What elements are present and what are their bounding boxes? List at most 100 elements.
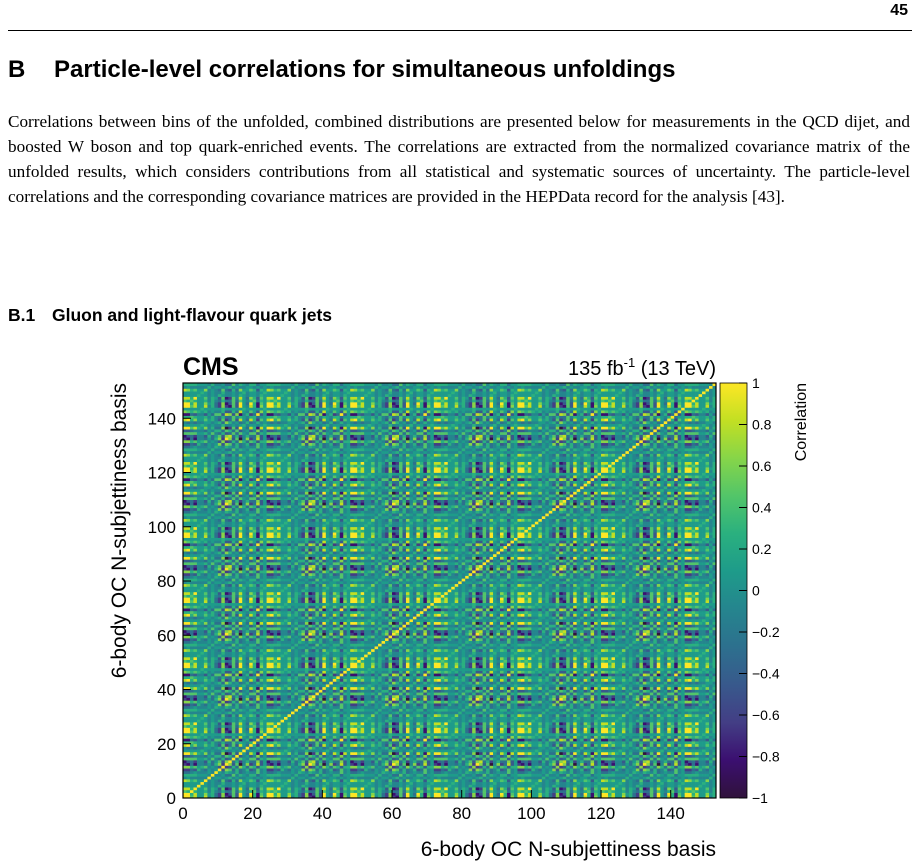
heatmap-cell (646, 795, 651, 799)
heatmap-cell (249, 732, 254, 736)
heatmap-cell (653, 724, 658, 728)
heatmap-cell (548, 749, 553, 753)
heatmap-cell (318, 757, 323, 761)
heatmap-cell (635, 722, 640, 726)
heatmap-cell (416, 762, 421, 766)
heatmap-cell (608, 735, 612, 739)
heatmap-cell (249, 741, 254, 745)
heatmap-cell (465, 789, 470, 793)
heatmap-cell (311, 773, 316, 777)
heatmap-cell (196, 751, 201, 755)
heatmap-cell (193, 757, 198, 761)
heatmap-cell (395, 768, 400, 772)
heatmap-cell (332, 765, 337, 769)
heatmap-cell (259, 784, 264, 788)
heatmap-cell (614, 722, 619, 726)
heatmap-cell (228, 708, 233, 712)
heatmap-cell (196, 757, 201, 761)
heatmap-cell (496, 754, 501, 758)
heatmap-cell (656, 746, 661, 750)
heatmap-cell (304, 792, 309, 796)
heatmap-cell (618, 781, 623, 785)
heatmap-cell (294, 765, 299, 769)
heatmap-cell (437, 746, 442, 750)
heatmap-cell (475, 757, 480, 761)
heatmap-cell (252, 768, 257, 772)
heatmap-cell (290, 743, 295, 747)
heatmap-cell (371, 738, 375, 742)
heatmap-cell (402, 760, 407, 764)
heatmap-cell (228, 713, 233, 717)
heatmap-cell (601, 719, 605, 723)
heatmap-cell (677, 735, 682, 739)
heatmap-cell (458, 792, 463, 796)
heatmap-cell (350, 708, 355, 712)
heatmap-cell (475, 787, 480, 791)
heatmap-cell (228, 762, 233, 766)
heatmap-cell (712, 784, 717, 788)
heatmap-cell (266, 781, 271, 785)
heatmap-cell (674, 738, 679, 742)
heatmap-cell (454, 741, 459, 745)
heatmap-cell (183, 730, 187, 734)
heatmap-cell (611, 743, 616, 747)
heatmap-cell (674, 719, 679, 723)
heatmap-cell (378, 738, 382, 742)
heatmap-cell (433, 765, 438, 769)
heatmap-cell (573, 757, 577, 761)
heatmap-cell (670, 773, 675, 777)
heatmap-cell (667, 713, 672, 717)
heatmap-cell (510, 730, 515, 734)
heatmap-cell (371, 784, 375, 788)
heatmap-cell (398, 735, 403, 739)
heatmap-cell (249, 727, 254, 731)
heatmap-cell (458, 779, 463, 783)
heatmap-cell (217, 789, 222, 793)
heatmap-cell (238, 749, 243, 753)
heatmap-cell (601, 741, 605, 745)
heatmap-cell (590, 724, 595, 728)
heatmap-cell (475, 749, 480, 753)
heatmap-cell (461, 751, 466, 755)
heatmap-cell (350, 765, 355, 769)
heatmap-cell (392, 787, 396, 791)
heatmap-cell (367, 760, 372, 764)
heatmap-cell (297, 776, 302, 780)
heatmap-cell (538, 770, 543, 774)
heatmap-cell (235, 784, 240, 788)
heatmap-cell (297, 711, 302, 715)
heatmap-cell (653, 713, 658, 717)
heatmap-cell (552, 762, 557, 766)
heatmap-cell (489, 722, 494, 726)
heatmap-cell (290, 722, 295, 726)
heatmap-cell (433, 738, 438, 742)
heatmap-cell (284, 792, 288, 796)
heatmap-cell (468, 719, 473, 723)
heatmap-cell (217, 738, 222, 742)
heatmap-cell (266, 711, 271, 715)
heatmap-cell (538, 787, 543, 791)
heatmap-cell (667, 784, 672, 788)
heatmap-cell (454, 795, 459, 799)
heatmap-cell (419, 762, 424, 766)
heatmap-cell (562, 768, 567, 772)
heatmap-cell (297, 751, 302, 755)
heatmap-cell (548, 730, 553, 734)
heatmap-cell (531, 784, 536, 788)
heatmap-cell (573, 762, 577, 766)
heatmap-cell (242, 711, 247, 715)
heatmap-cell (398, 768, 403, 772)
heatmap-cell (454, 749, 459, 753)
heatmap-cell (472, 768, 476, 772)
heatmap-cell (346, 722, 351, 726)
heatmap-cell (562, 749, 567, 753)
heatmap-cell (611, 776, 616, 780)
heatmap-cell (548, 727, 553, 731)
heatmap-cell (297, 784, 302, 788)
heatmap-cell (653, 768, 658, 772)
heatmap-cell (430, 770, 435, 774)
heatmap-cell (221, 762, 226, 766)
heatmap-cell (214, 716, 219, 720)
heatmap-cell (277, 724, 281, 728)
heatmap-cell (200, 784, 205, 788)
